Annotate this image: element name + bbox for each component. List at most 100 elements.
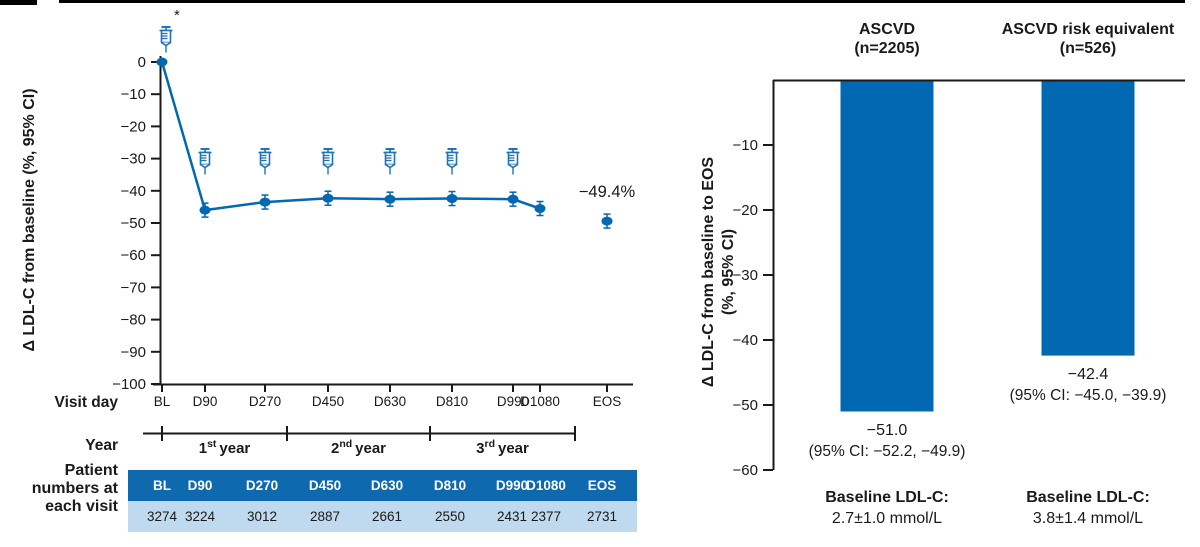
left-y-tick-label: −90 <box>121 344 146 361</box>
bar-value: −42.4 <box>1067 365 1109 383</box>
data-point-BL <box>156 57 168 67</box>
patient-count-D270: 3012 <box>246 509 278 524</box>
right-y-tick-label: −20 <box>733 202 758 219</box>
x-tick-label-EOS: EOS <box>593 394 622 409</box>
syringe-taper <box>385 163 395 169</box>
left-y-tick-label: −30 <box>121 151 146 168</box>
syringe-icon-D450 <box>321 148 335 175</box>
data-point-D450 <box>322 193 334 203</box>
left-y-tick-label: −40 <box>121 183 146 200</box>
bar-value-label-ascvd: −51.0 (95% CI: −52.2, −49.9) <box>809 421 966 462</box>
year-segment-label: 3rd year <box>476 438 529 457</box>
right-y-tick-label: −60 <box>733 462 758 479</box>
bar-group-title-ascvd-risk-equivalent: ASCVD risk equivalent (n=526) <box>1002 20 1175 58</box>
syringe-icon-D270 <box>258 148 272 175</box>
x-tick-label-D630: D630 <box>374 394 406 409</box>
baseline-ldlc-title: Baseline LDL-C: <box>1026 489 1150 506</box>
bar-value-label-ascvd-risk-equivalent: −42.4 (95% CI: −45.0, −39.9) <box>1010 365 1167 406</box>
baseline-ldlc-title: Baseline LDL-C: <box>825 489 949 506</box>
left-y-tick-label: −70 <box>121 279 146 296</box>
syringe-taper <box>161 41 171 47</box>
data-point-D810 <box>446 194 458 204</box>
asterisk-annotation: * <box>174 7 180 24</box>
patient-table-values-bg <box>128 501 637 532</box>
patient-table-header-BL: BL <box>153 478 171 493</box>
data-point-D630 <box>384 194 396 204</box>
data-point-D990 <box>507 194 519 204</box>
bar-ci: (95% CI: −45.0, −39.9) <box>1009 386 1167 404</box>
patient-count-D810: 2550 <box>434 509 466 524</box>
baseline-ldlc-value: 3.8±1.4 mmol/L <box>1032 510 1144 527</box>
bar-group-title-line: ASCVD risk equivalent <box>1001 21 1175 38</box>
year-segment-label: 2nd year <box>331 438 386 457</box>
patient-numbers-row-label: Patient numbers at each visit <box>0 462 118 516</box>
data-point-D1080 <box>534 204 546 214</box>
syringe-icon-D990 <box>506 148 520 175</box>
left-y-tick-label: −50 <box>121 215 146 232</box>
x-tick-label-BL: BL <box>154 394 171 409</box>
eos-annotation: −49.4% <box>579 183 636 201</box>
x-tick-label-D810: D810 <box>436 394 468 409</box>
right-y-axis-label-line-1: Δ LDL-C from baseline to EOS <box>700 156 717 388</box>
patient-table-header-D270: D270 <box>245 478 279 493</box>
bar-group-title-ascvd: ASCVD (n=2205) <box>854 20 919 58</box>
patient-count-D990: 2431 <box>496 509 528 524</box>
patient-count-D90: 3224 <box>184 509 216 524</box>
patient-table-header-D810: D810 <box>433 478 467 493</box>
top-rule <box>59 0 1185 3</box>
patient-table-header-D1080: D1080 <box>526 478 566 493</box>
x-tick-label-D1080: D1080 <box>520 394 560 409</box>
baseline-ldlc-ascvd: Baseline LDL-C: 2.7±1.0 mmol/L <box>825 487 949 529</box>
patient-table-header-D630: D630 <box>370 478 404 493</box>
year-row-label: Year <box>85 437 118 454</box>
x-tick-label-D270: D270 <box>249 394 281 409</box>
patient-count-D630: 2661 <box>371 509 403 524</box>
left-y-tick-label: −20 <box>121 118 146 135</box>
patient-count-BL: 3274 <box>146 509 178 524</box>
baseline-ldlc-value: 2.7±1.0 mmol/L <box>831 510 943 527</box>
right-y-tick-label: −40 <box>733 332 758 349</box>
bar-ascvd-risk-equivalent <box>1041 81 1135 356</box>
syringe-taper <box>323 163 333 169</box>
x-tick-label-D90: D90 <box>193 394 218 409</box>
x-tick-label-D450: D450 <box>312 394 344 409</box>
visit-day-row-label: Visit day <box>54 394 118 411</box>
patient-count-D1080: 2377 <box>530 509 562 524</box>
right-y-axis-label: Δ LDL-C from baseline to EOS (%, 95% CI) <box>699 157 739 387</box>
patient-label-line-2: numbers at <box>31 480 118 497</box>
left-y-tick-label: −100 <box>112 376 146 393</box>
left-y-axis-label: Δ LDL-C from baseline (%, 95% CI) <box>21 88 38 352</box>
baseline-ldlc-ascvd-risk-equivalent: Baseline LDL-C: 3.8±1.4 mmol/L <box>1026 487 1150 529</box>
bar-ascvd <box>840 81 934 412</box>
patient-table-header-D90: D90 <box>187 478 213 493</box>
patient-count-D450: 2887 <box>309 509 341 524</box>
bar-value: −51.0 <box>866 421 908 439</box>
right-y-tick-label: −30 <box>733 267 758 284</box>
patient-label-line-1: Patient <box>64 462 118 479</box>
patient-count-EOS: 2731 <box>586 509 618 524</box>
patient-table-header-D450: D450 <box>308 478 342 493</box>
patient-table-header-D990: D990 <box>495 478 529 493</box>
syringe-taper <box>508 163 518 169</box>
data-point-EOS <box>601 216 613 226</box>
syringe-icon-D630 <box>383 148 397 175</box>
patient-table-header-EOS: EOS <box>587 478 617 493</box>
syringe-icon-BL <box>159 26 173 53</box>
data-point-D90 <box>199 205 211 215</box>
top-rule-segment <box>0 0 37 5</box>
left-y-tick-label: −10 <box>121 86 146 103</box>
ldlc-series-line <box>160 61 541 212</box>
patient-label-line-3: each visit <box>45 498 118 515</box>
right-y-axis-label-line-2: (%, 95% CI) <box>720 228 737 316</box>
bar-group-n: (n=2205) <box>854 40 920 57</box>
left-y-tick-label: −80 <box>121 312 146 329</box>
left-y-tick-label: 0 <box>138 54 146 71</box>
patient-table-header-bg <box>128 470 637 501</box>
syringe-taper <box>447 163 457 169</box>
data-point-D270 <box>259 197 271 207</box>
right-y-tick-label: −10 <box>733 137 758 154</box>
right-y-tick-label: −50 <box>733 397 758 414</box>
syringe-icon-D90 <box>198 148 212 175</box>
